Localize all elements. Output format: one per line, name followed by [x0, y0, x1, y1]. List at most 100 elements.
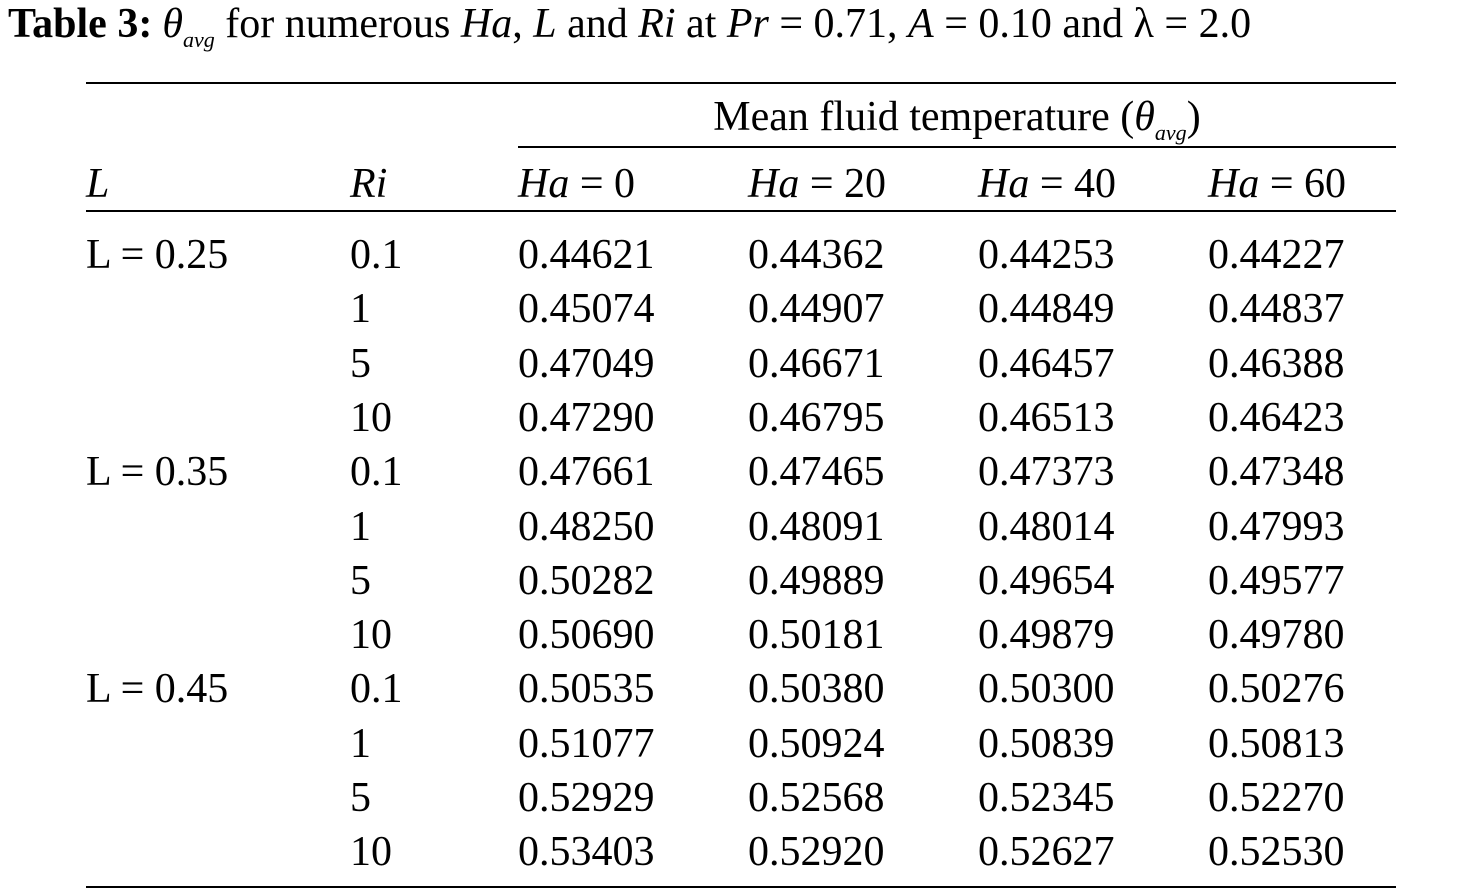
column-header-ha-20: Ha = 20 [748, 158, 886, 210]
caption-text-4: at [675, 1, 727, 47]
table-cell: 0.52568 [748, 775, 885, 821]
row-ri-value: 10 [350, 395, 392, 441]
table-cell: 0.48250 [518, 504, 655, 550]
table-cell: 0.49780 [1208, 612, 1345, 658]
column-header-ha-40: Ha = 40 [978, 158, 1116, 210]
table-cell: 0.49654 [978, 558, 1115, 604]
group-header-close: ) [1186, 94, 1201, 140]
bottom-rule [86, 886, 1396, 888]
caption-label: Table 3: [8, 1, 153, 47]
table-cell: 0.48014 [978, 504, 1115, 550]
table-cell: 0.50380 [748, 666, 885, 712]
table-cell: 0.48091 [748, 504, 885, 550]
table-cell: 0.46457 [978, 341, 1115, 387]
table-cell: 0.47993 [1208, 504, 1345, 550]
group-rule [518, 146, 1396, 148]
table-cell: 0.50924 [748, 721, 885, 767]
table-cell: 0.46423 [1208, 395, 1345, 441]
ha-symbol: Ha [978, 161, 1030, 207]
group-header-theta: θ [1134, 94, 1155, 140]
group-header-theta-subscript: avg [1154, 120, 1187, 145]
caption-text-3: and [556, 1, 639, 47]
table-cell: 0.52345 [978, 775, 1115, 821]
table-cell: 0.44227 [1208, 232, 1345, 278]
row-ri-value: 10 [350, 612, 392, 658]
ha-value: = 60 [1269, 161, 1347, 207]
table-cell: 0.50276 [1208, 666, 1345, 712]
row-ri-value: 1 [350, 286, 371, 332]
caption-a: A [908, 1, 934, 47]
table-cell: 0.47373 [978, 449, 1115, 495]
row-ri-value: 0.1 [350, 666, 403, 712]
table-cell: 0.47049 [518, 341, 655, 387]
table-cell: 0.52920 [748, 829, 885, 875]
table-cell: 0.47465 [748, 449, 885, 495]
table-cell: 0.49879 [978, 612, 1115, 658]
row-ri-value: 1 [350, 504, 371, 550]
table-cell: 0.52627 [978, 829, 1115, 875]
table-cell: 0.50535 [518, 666, 655, 712]
table-cell: 0.50813 [1208, 721, 1345, 767]
ha-value: = 0 [579, 161, 636, 207]
group-header: Mean fluid temperature (θavg) [518, 90, 1396, 145]
table-cell: 0.44837 [1208, 286, 1345, 332]
column-header-ha-60: Ha = 60 [1208, 158, 1346, 210]
ha-symbol: Ha [1208, 161, 1260, 207]
table-cell: 0.50181 [748, 612, 885, 658]
row-ri-value: 10 [350, 829, 392, 875]
table-cell: 0.49577 [1208, 558, 1345, 604]
table-cell: 0.52929 [518, 775, 655, 821]
table-cell: 0.47290 [518, 395, 655, 441]
row-ri-value: 0.1 [350, 232, 403, 278]
ha-symbol: Ha [518, 161, 570, 207]
row-ri-value: 1 [350, 721, 371, 767]
group-header-text: Mean fluid temperature ( [713, 94, 1135, 140]
header-rule [86, 210, 1396, 212]
caption-ha: Ha [460, 1, 513, 47]
table-cell: 0.50300 [978, 666, 1115, 712]
ha-value: = 40 [1039, 161, 1117, 207]
table-cell: 0.49889 [748, 558, 885, 604]
caption-ri: Ri [638, 1, 676, 47]
row-l-label: L = 0.45 [86, 666, 229, 712]
table-cell: 0.44253 [978, 232, 1115, 278]
table-cell: 0.44849 [978, 286, 1115, 332]
table-cell: 0.46513 [978, 395, 1115, 441]
row-ri-value: 0.1 [350, 449, 403, 495]
ha-symbol: Ha [748, 161, 800, 207]
row-l-label: L = 0.25 [86, 232, 229, 278]
caption-text-6: = 0.10 and λ = 2.0 [933, 1, 1252, 47]
table-cell: 0.45074 [518, 286, 655, 332]
table-cell: 0.46795 [748, 395, 885, 441]
table-cell: 0.46671 [748, 341, 885, 387]
column-header-ha-0: Ha = 0 [518, 158, 635, 210]
column-header-l: L [86, 161, 110, 207]
caption-text-5: = 0.71, [768, 1, 909, 47]
table-cell: 0.44621 [518, 232, 655, 278]
table-caption: Table 3: θavg for numerous Ha, L and Ri a… [8, 0, 1252, 52]
table-cell: 0.46388 [1208, 341, 1345, 387]
caption-theta: θ [162, 1, 183, 47]
caption-text-1: for numerous [214, 1, 461, 47]
caption-theta-subscript: avg [182, 27, 215, 52]
column-header-ri: Ri [350, 161, 388, 207]
table-cell: 0.44362 [748, 232, 885, 278]
caption-l: L [533, 1, 557, 47]
ha-value: = 20 [809, 161, 887, 207]
table-cell: 0.51077 [518, 721, 655, 767]
table-cell: 0.52530 [1208, 829, 1345, 875]
row-ri-value: 5 [350, 341, 371, 387]
caption-pr: Pr [726, 1, 769, 47]
row-ri-value: 5 [350, 558, 371, 604]
table-cell: 0.50690 [518, 612, 655, 658]
row-ri-value: 5 [350, 775, 371, 821]
table-cell: 0.50282 [518, 558, 655, 604]
row-l-label: L = 0.35 [86, 449, 229, 495]
table-cell: 0.52270 [1208, 775, 1345, 821]
table-cell: 0.44907 [748, 286, 885, 332]
top-rule [86, 82, 1396, 84]
table-cell: 0.50839 [978, 721, 1115, 767]
table-cell: 0.47348 [1208, 449, 1345, 495]
caption-text-2: , [512, 1, 534, 47]
table-cell: 0.53403 [518, 829, 655, 875]
